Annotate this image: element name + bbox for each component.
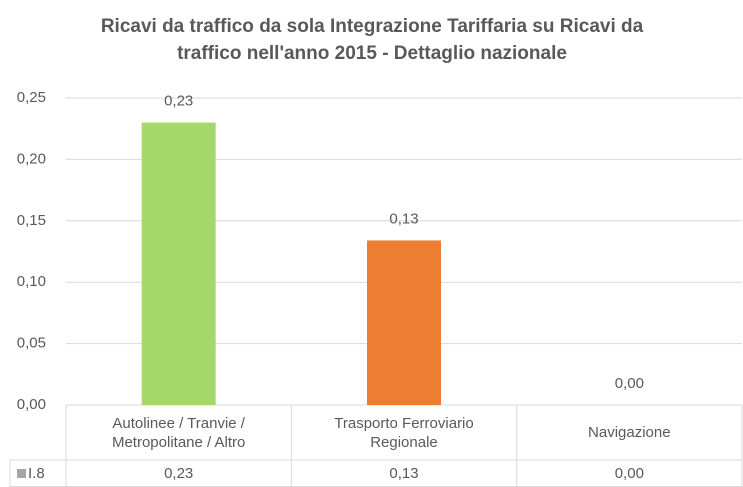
y-tick-label: 0,05 (17, 335, 46, 352)
y-tick-label: 0,10 (17, 273, 46, 290)
legend-swatch (17, 469, 26, 478)
table-value: 0,13 (389, 465, 419, 482)
data-label: 0,23 (164, 93, 193, 110)
y-tick-label: 0,20 (17, 150, 46, 167)
x-tick-label: Trasporto Ferroviario Regionale (334, 414, 474, 451)
y-tick-label: 0,25 (17, 89, 46, 106)
table-value: 0,23 (164, 465, 194, 482)
y-tick-label: 0,15 (17, 212, 46, 229)
x-tick-label: Autolinee / Tranvie / Metropolitane / Al… (111, 414, 246, 451)
y-tick-label: 0,00 (17, 396, 46, 413)
legend-label: I.8 (28, 465, 45, 482)
bar (141, 122, 216, 405)
chart-title: Ricavi da traffico da sola Integrazione … (101, 16, 644, 64)
table-value: 0,00 (614, 465, 644, 482)
data-label: 0,13 (389, 210, 418, 227)
x-tick-label: Navigazione (588, 424, 671, 441)
data-label: 0,00 (615, 375, 644, 392)
bar (367, 240, 441, 405)
